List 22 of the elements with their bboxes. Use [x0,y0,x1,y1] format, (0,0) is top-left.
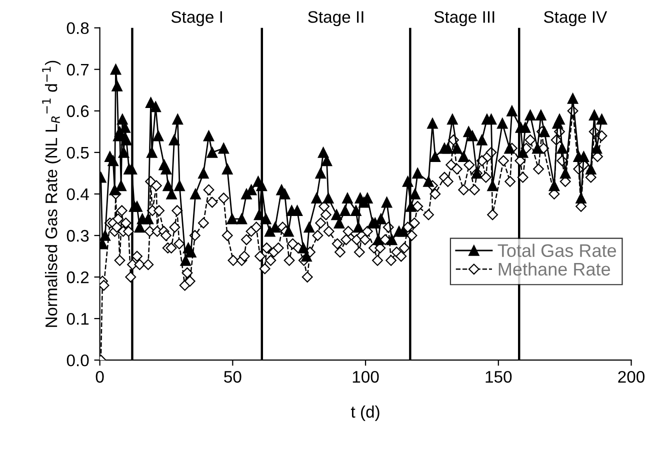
x-tick-label: 150 [486,370,512,383]
x-tick-label: 100 [352,370,379,383]
y-tick-label: 0.3 [66,230,89,242]
ref-line-label: Stage II [308,11,364,26]
y-tick-label: 0.5 [66,146,89,159]
y-tick-label: 0.8 [66,22,89,34]
x-tick-label: 50 [224,370,242,383]
ref-line-label: Stage III [434,11,494,26]
y-tick-label: 0.1 [66,312,89,325]
y-tick-label: 0.4 [66,188,89,200]
ref-line-label: Stage I [171,11,222,26]
y-tick-label: 0.6 [66,105,89,118]
y-tick-label: 0.2 [66,271,89,284]
y-tick-label: 0.7 [66,64,89,76]
x-axis-title: t (d) [350,405,380,422]
y-tick-label: 0.0 [66,354,89,366]
x-tick-label: 200 [618,370,645,383]
ref-line-label: Stage IV [544,11,608,26]
legend-label: Total Gas Rate [498,244,616,257]
legend-label: Methane Rate [498,262,610,276]
x-tick-label: 0 [96,370,104,383]
y-axis-title: Normalised Gas Rate (NL L$_{R}$$^{−1}$ d$^{−1}$) [42,60,61,327]
